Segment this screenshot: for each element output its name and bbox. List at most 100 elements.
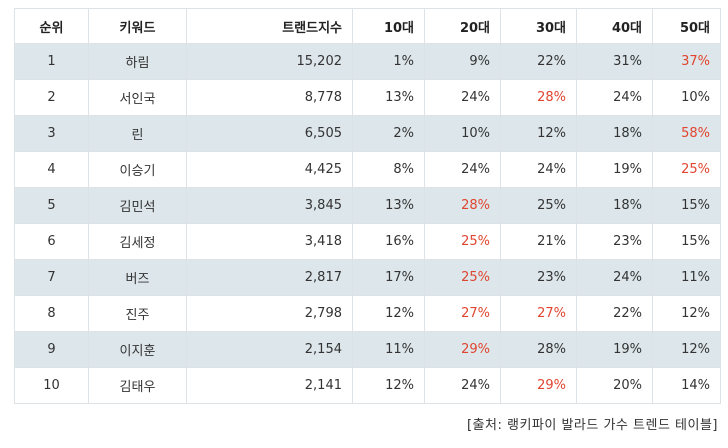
source-caption: [출처: 랭키파이 발라드 가수 트렌드 테이블] <box>466 418 718 433</box>
age-50s-cell: 12% <box>652 295 721 332</box>
age-40s-cell: 19% <box>576 331 653 368</box>
keyword-cell: 하림 <box>88 43 187 80</box>
trend-index-cell: 2,817 <box>186 259 353 296</box>
age-50s-cell: 11% <box>652 259 721 296</box>
age-50s-cell: 15% <box>652 223 721 260</box>
rank-cell: 5 <box>14 187 89 224</box>
rank-cell: 8 <box>14 295 89 332</box>
trend-index-cell: 3,418 <box>186 223 353 260</box>
table-row: 9 이지훈 2,154 11% 29% 28% 19% 12% <box>14 331 721 368</box>
table-row: 6 김세정 3,418 16% 25% 21% 23% 15% <box>14 223 721 260</box>
keyword-cell: 린 <box>88 115 187 152</box>
age-30s-cell: 21% <box>500 223 577 260</box>
age-20s-cell: 10% <box>424 115 501 152</box>
age-20s-cell: 9% <box>424 43 501 80</box>
table-row: 5 김민석 3,845 13% 28% 25% 18% 15% <box>14 187 721 224</box>
age-30s-cell: 12% <box>500 115 577 152</box>
trend-table: 순위 키워드 트랜드지수 10대 20대 30대 40대 50대 1 하림 15,2… <box>14 8 721 404</box>
age-10s-cell: 1% <box>352 43 425 80</box>
trend-index-cell: 8,778 <box>186 79 353 116</box>
age-40s-cell: 23% <box>576 223 653 260</box>
age-20s-cell: 24% <box>424 151 501 188</box>
age-30s-cell: 27% <box>500 295 577 332</box>
header-trend-index: 트랜드지수 <box>186 8 353 44</box>
trend-index-cell: 2,141 <box>186 367 353 404</box>
rank-cell: 10 <box>14 367 89 404</box>
age-30s-cell: 28% <box>500 331 577 368</box>
age-20s-cell: 25% <box>424 259 501 296</box>
header-keyword: 키워드 <box>88 8 187 44</box>
keyword-cell: 이지훈 <box>88 331 187 368</box>
age-50s-cell: 25% <box>652 151 721 188</box>
table-row: 10 김태우 2,141 12% 24% 29% 20% 14% <box>14 367 721 404</box>
header-age-40s: 40대 <box>576 8 653 44</box>
age-50s-cell: 14% <box>652 367 721 404</box>
keyword-cell: 버즈 <box>88 259 187 296</box>
age-30s-cell: 24% <box>500 151 577 188</box>
trend-index-cell: 4,425 <box>186 151 353 188</box>
table-row: 4 이승기 4,425 8% 24% 24% 19% 25% <box>14 151 721 188</box>
table-row: 2 서인국 8,778 13% 24% 28% 24% 10% <box>14 79 721 116</box>
age-10s-cell: 8% <box>352 151 425 188</box>
age-40s-cell: 20% <box>576 367 653 404</box>
header-age-20s: 20대 <box>424 8 501 44</box>
keyword-cell: 진주 <box>88 295 187 332</box>
age-40s-cell: 18% <box>576 115 653 152</box>
age-10s-cell: 16% <box>352 223 425 260</box>
rank-cell: 1 <box>14 43 89 80</box>
age-30s-cell: 28% <box>500 79 577 116</box>
header-age-10s: 10대 <box>352 8 425 44</box>
table-row: 3 린 6,505 2% 10% 12% 18% 58% <box>14 115 721 152</box>
keyword-cell: 이승기 <box>88 151 187 188</box>
trend-index-cell: 6,505 <box>186 115 353 152</box>
age-20s-cell: 29% <box>424 331 501 368</box>
age-40s-cell: 24% <box>576 259 653 296</box>
rank-cell: 4 <box>14 151 89 188</box>
age-20s-cell: 27% <box>424 295 501 332</box>
age-30s-cell: 23% <box>500 259 577 296</box>
table-row: 1 하림 15,202 1% 9% 22% 31% 37% <box>14 43 721 80</box>
header-rank: 순위 <box>14 8 89 44</box>
age-50s-cell: 15% <box>652 187 721 224</box>
trend-index-cell: 2,798 <box>186 295 353 332</box>
age-30s-cell: 22% <box>500 43 577 80</box>
keyword-cell: 김민석 <box>88 187 187 224</box>
age-10s-cell: 12% <box>352 295 425 332</box>
age-40s-cell: 18% <box>576 187 653 224</box>
age-30s-cell: 25% <box>500 187 577 224</box>
trend-index-cell: 2,154 <box>186 331 353 368</box>
rank-cell: 6 <box>14 223 89 260</box>
table-header-row: 순위 키워드 트랜드지수 10대 20대 30대 40대 50대 <box>14 8 721 44</box>
header-age-30s: 30대 <box>500 8 577 44</box>
age-50s-cell: 10% <box>652 79 721 116</box>
age-40s-cell: 22% <box>576 295 653 332</box>
table-row: 8 진주 2,798 12% 27% 27% 22% 12% <box>14 295 721 332</box>
age-10s-cell: 13% <box>352 187 425 224</box>
age-20s-cell: 24% <box>424 79 501 116</box>
header-age-50s: 50대 <box>652 8 721 44</box>
rank-cell: 3 <box>14 115 89 152</box>
age-10s-cell: 11% <box>352 331 425 368</box>
age-50s-cell: 58% <box>652 115 721 152</box>
table-body: 1 하림 15,202 1% 9% 22% 31% 37% 2 서인국 8,778 13% 24% 28%… <box>14 43 721 404</box>
age-40s-cell: 31% <box>576 43 653 80</box>
trend-index-cell: 15,202 <box>186 43 353 80</box>
age-50s-cell: 37% <box>652 43 721 80</box>
age-10s-cell: 2% <box>352 115 425 152</box>
keyword-cell: 김세정 <box>88 223 187 260</box>
trend-table-container: 순위 키워드 트랜드지수 10대 20대 30대 40대 50대 1 하림 15,2… <box>14 8 721 404</box>
age-40s-cell: 19% <box>576 151 653 188</box>
table-row: 7 버즈 2,817 17% 25% 23% 24% 11% <box>14 259 721 296</box>
rank-cell: 7 <box>14 259 89 296</box>
age-50s-cell: 12% <box>652 331 721 368</box>
keyword-cell: 김태우 <box>88 367 187 404</box>
age-20s-cell: 28% <box>424 187 501 224</box>
trend-index-cell: 3,845 <box>186 187 353 224</box>
rank-cell: 9 <box>14 331 89 368</box>
age-10s-cell: 12% <box>352 367 425 404</box>
age-30s-cell: 29% <box>500 367 577 404</box>
rank-cell: 2 <box>14 79 89 116</box>
age-20s-cell: 25% <box>424 223 501 260</box>
age-20s-cell: 24% <box>424 367 501 404</box>
age-10s-cell: 13% <box>352 79 425 116</box>
